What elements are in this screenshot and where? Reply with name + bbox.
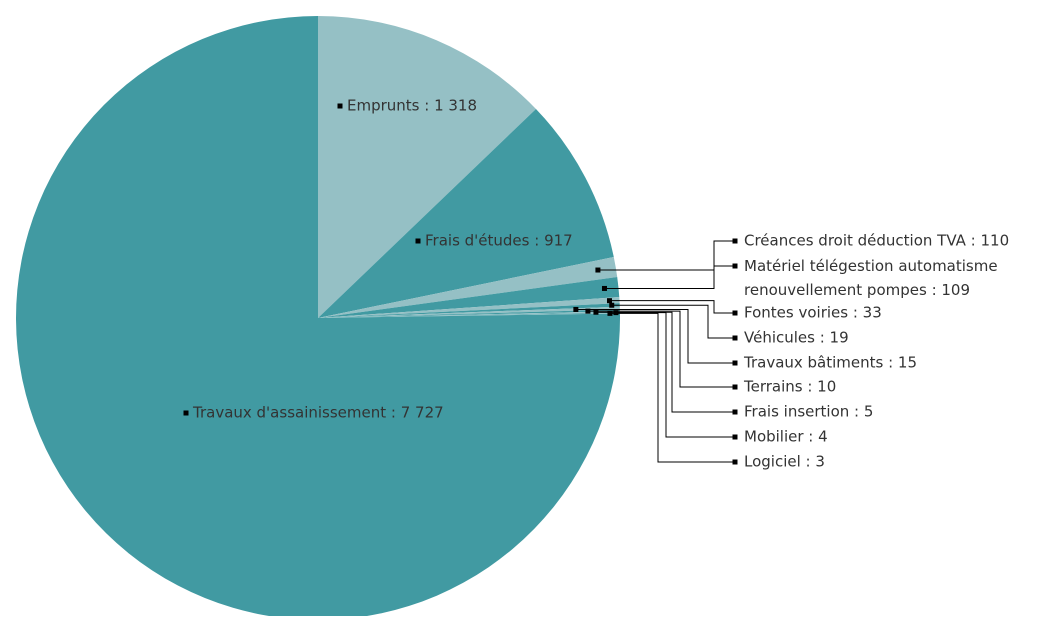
leader-line-terrains [587,310,735,388]
data-label-bullet-frais-d-etudes [415,238,421,244]
pie-slice-travaux-d-assainissement [16,16,621,620]
pie-slice-vehicules [318,303,620,318]
data-label-bullet-vehicules [732,335,738,341]
leader-anchor-terrains [585,308,591,314]
pie-slice-frais-insertion [318,311,620,318]
data-label-fontes-voiries: Fontes voiries : 33 [744,304,882,322]
pie-slice-travaux-batiments [318,306,620,318]
data-label-travaux-batiments: Travaux bâtiments : 15 [743,354,917,372]
leader-line-creances-droit-deduction-tva [597,240,735,271]
slices-layer [16,16,621,620]
pie-slice-emprunts [318,16,536,318]
data-label-bullet-creances-droit-deduction-tva [732,238,738,244]
leader-anchor-logiciel [607,310,613,316]
pie-slice-logiciel [318,312,620,318]
data-label-logiciel: Logiciel : 3 [744,453,825,471]
data-label-bullet-frais-insertion [732,409,738,415]
leader-lines-layer [575,240,735,463]
data-label-frais-d-etudes: Frais d'études : 917 [425,232,573,250]
pie-slice-mobilier [318,312,620,318]
data-label-bullet-mobilier [732,434,738,440]
data-label-travaux-d-assainissement: Travaux d'assainissement : 7 727 [192,404,444,422]
data-label-bullet-logiciel [732,459,738,465]
leader-line-logiciel [609,312,735,463]
leader-anchor-fontes-voiries [606,298,612,304]
leader-anchor-materiel-telegestion-automatisme-renouvellement-pompes [601,285,607,291]
leader-line-travaux-batiments [575,308,735,364]
leader-anchor-creances-droit-deduction-tva [595,267,601,273]
leader-anchor-frais-insertion [593,309,599,315]
data-label-bullet-emprunts [337,103,343,109]
leader-line-materiel-telegestion-automatisme-renouvellement-pompes [604,265,735,289]
pie-slice-frais-d-etudes [318,108,614,318]
pie-slice-fontes-voiries [318,297,620,318]
data-label-emprunts: Emprunts : 1 318 [347,97,477,115]
data-label-creances-droit-deduction-tva: Créances droit déduction TVA : 110 [744,232,1009,250]
pie-slice-creances-droit-deduction-tva [318,256,618,318]
data-label-bullet-travaux-d-assainissement [183,410,189,416]
leader-anchor-vehicules [609,302,615,308]
data-label-vehicules: Véhicules : 19 [744,329,849,347]
pie-slice-materiel-telegestion-automatisme-renouvellement-pompes [318,277,620,318]
leader-anchor-travaux-batiments [573,306,579,312]
leader-line-mobilier [615,312,735,438]
labels-layer: Emprunts : 1 318 Frais d'études : 917 Créa… [183,97,1009,471]
data-label-mobilier: Mobilier : 4 [744,428,828,446]
data-label-bullet-terrains [732,384,738,390]
leader-line-vehicules [611,304,735,339]
pie-slice-terrains [318,309,620,318]
data-label-bullet-fontes-voiries [732,310,738,316]
data-label-bullet-materiel-telegestion-automatisme-renouvellement-pompes [732,263,738,269]
data-label-frais-insertion: Frais insertion : 5 [744,403,873,421]
data-label-bullet-travaux-batiments [732,360,738,366]
data-label-materiel-telegestion-automatisme-renouvellement-pompes: Matériel télégestion automatisme renouvel… [744,257,998,299]
leader-line-fontes-voiries [609,300,735,314]
leader-anchor-mobilier [613,310,619,316]
data-label-terrains: Terrains : 10 [743,378,836,396]
